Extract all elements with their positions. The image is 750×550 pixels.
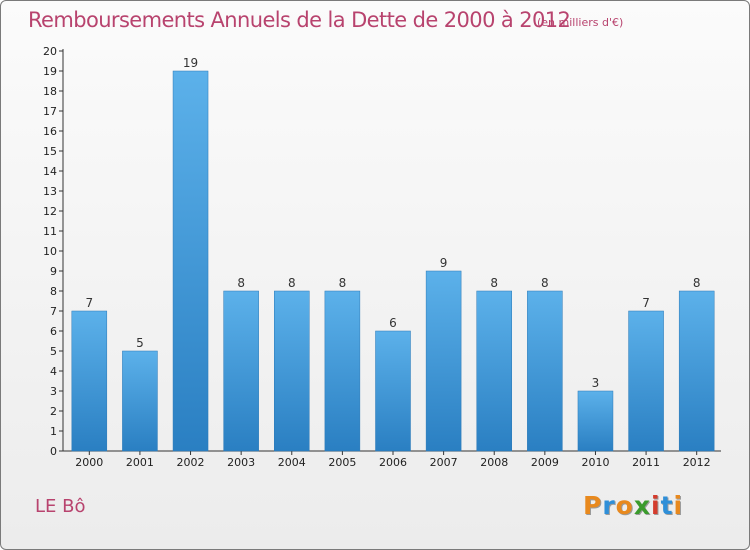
bar-2003 <box>223 290 259 452</box>
bars: 7 5 19 8 8 8 6 9 8 8 3 7 8 <box>71 56 715 452</box>
x-tick-label: 2003 <box>227 456 255 469</box>
x-tick-label: 2009 <box>531 456 559 469</box>
bar-2002 <box>172 70 209 452</box>
data-label: 6 <box>389 316 397 330</box>
y-tick-label: 5 <box>50 345 57 358</box>
y-tick-label: 19 <box>43 65 57 78</box>
y-tick-label: 17 <box>43 105 57 118</box>
y-tick-label: 3 <box>50 385 57 398</box>
logo-letter: i <box>651 491 661 520</box>
bar-2007 <box>425 270 462 452</box>
data-label: 3 <box>592 376 600 390</box>
x-tick-label: 2010 <box>581 456 609 469</box>
x-tick-label: 2006 <box>379 456 407 469</box>
data-label: 8 <box>490 276 498 290</box>
data-label: 5 <box>136 336 144 350</box>
y-tick-label: 13 <box>43 185 57 198</box>
data-label: 9 <box>440 256 448 270</box>
y-tick-label: 7 <box>50 305 57 318</box>
logo-letter: x <box>633 491 651 520</box>
data-label: 8 <box>541 276 549 290</box>
logo-letter: t <box>660 491 674 520</box>
bar-2001 <box>122 350 158 452</box>
y-tick-label: 14 <box>43 165 57 178</box>
y-tick-label: 2 <box>50 405 57 418</box>
bar-2011 <box>628 310 664 452</box>
bar-2008 <box>476 290 512 452</box>
y-tick-label: 16 <box>43 125 57 138</box>
bar-2012 <box>678 290 715 452</box>
x-tick-label: 2008 <box>480 456 508 469</box>
x-tick-label: 2001 <box>126 456 154 469</box>
logo-letter: i <box>673 491 684 520</box>
data-label: 8 <box>288 276 296 290</box>
bar-2009 <box>527 290 563 452</box>
bar-2010 <box>577 390 614 452</box>
x-tick-label: 2012 <box>683 456 711 469</box>
y-tick-label: 18 <box>43 85 57 98</box>
logo-letter: P <box>583 491 603 520</box>
y-tick-label: 15 <box>43 145 57 158</box>
y-tick-label: 1 <box>50 425 57 438</box>
x-tick-label: 2007 <box>430 456 458 469</box>
y-tick-label: 12 <box>43 205 57 218</box>
data-label: 8 <box>693 276 701 290</box>
x-tick-label: 2005 <box>328 456 356 469</box>
x-tick-label: 2002 <box>177 456 205 469</box>
y-tick-label: 4 <box>50 365 57 378</box>
chart-title: Remboursements Annuels de la Dette de 20… <box>28 8 571 32</box>
logo-letter: r <box>602 491 616 520</box>
y-tick-label: 11 <box>43 225 57 238</box>
proxiti-logo[interactable]: Proxiti <box>583 491 683 520</box>
bar-2005 <box>324 290 361 452</box>
bar-2000 <box>71 310 108 452</box>
commune-name: LE Bô <box>35 496 86 517</box>
x-tick-label: 2011 <box>632 456 660 469</box>
x-tick-label: 2000 <box>75 456 103 469</box>
data-label: 7 <box>642 296 650 310</box>
bar-2006 <box>375 330 411 452</box>
bar-2004 <box>274 290 310 452</box>
data-label: 8 <box>237 276 245 290</box>
y-tick-label: 10 <box>43 245 57 258</box>
data-label: 19 <box>183 56 198 70</box>
y-tick-label: 9 <box>50 265 57 278</box>
x-tick-label: 2004 <box>278 456 306 469</box>
y-tick-label: 0 <box>50 445 57 458</box>
y-tick-label: 8 <box>50 285 57 298</box>
data-label: 7 <box>85 296 93 310</box>
data-label: 8 <box>339 276 347 290</box>
chart-unit: (en milliers d'€) <box>537 16 624 29</box>
logo-letter: o <box>615 491 634 520</box>
y-tick-label: 6 <box>50 325 57 338</box>
y-tick-label: 20 <box>43 45 57 58</box>
